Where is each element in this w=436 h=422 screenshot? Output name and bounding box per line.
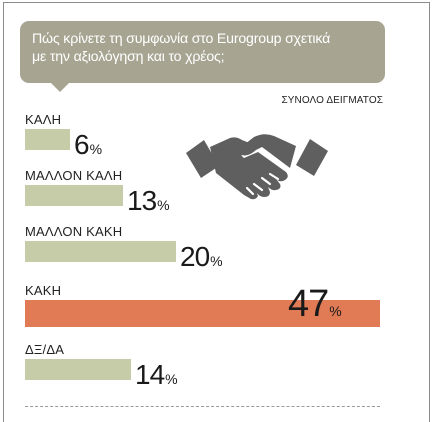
percent-sign: % (210, 253, 223, 269)
percent-sign: % (165, 371, 178, 387)
category-label: ΚΑΛΗ (25, 112, 62, 127)
category-label: ΔΞ/ΔΑ (25, 342, 65, 357)
value-label: 6% (74, 131, 102, 163)
percent-sign: % (329, 303, 342, 319)
value-number: 14 (135, 359, 165, 390)
category-label: ΚΑΚΗ (25, 283, 62, 298)
bar (25, 241, 176, 262)
percent-sign: % (157, 197, 170, 213)
value-label: 14% (135, 361, 178, 393)
handshake-icon (186, 134, 328, 200)
bottom-divider (25, 406, 380, 407)
value-number: 47 (288, 283, 329, 325)
bar (25, 359, 131, 380)
percent-sign: % (89, 141, 103, 157)
question-bubble: Πώς κρίνετε τη συμφωνία στο Eurogroup σχ… (20, 21, 385, 92)
category-label: ΜΑΛΛΟΝ ΚΑΛΗ (25, 168, 123, 183)
chart-question: Πώς κρίνετε τη συμφωνία στο Eurogroup σχ… (32, 31, 331, 65)
chart-frame (3, 2, 430, 422)
bar (25, 129, 70, 150)
category-label: ΜΑΛΛΟΝ ΚΑΚΗ (25, 224, 123, 239)
value-label: 20% (180, 243, 223, 275)
bar (25, 185, 123, 206)
bar (25, 300, 380, 327)
sample-label: ΣΥΝΟΛΟ ΔΕΙΓΜΑΤΟΣ (281, 95, 383, 106)
value-label: 47% (288, 285, 342, 330)
value-label: 13% (127, 187, 170, 219)
value-number: 13 (127, 185, 157, 216)
value-number: 20 (180, 241, 210, 272)
value-number: 6 (74, 129, 90, 160)
